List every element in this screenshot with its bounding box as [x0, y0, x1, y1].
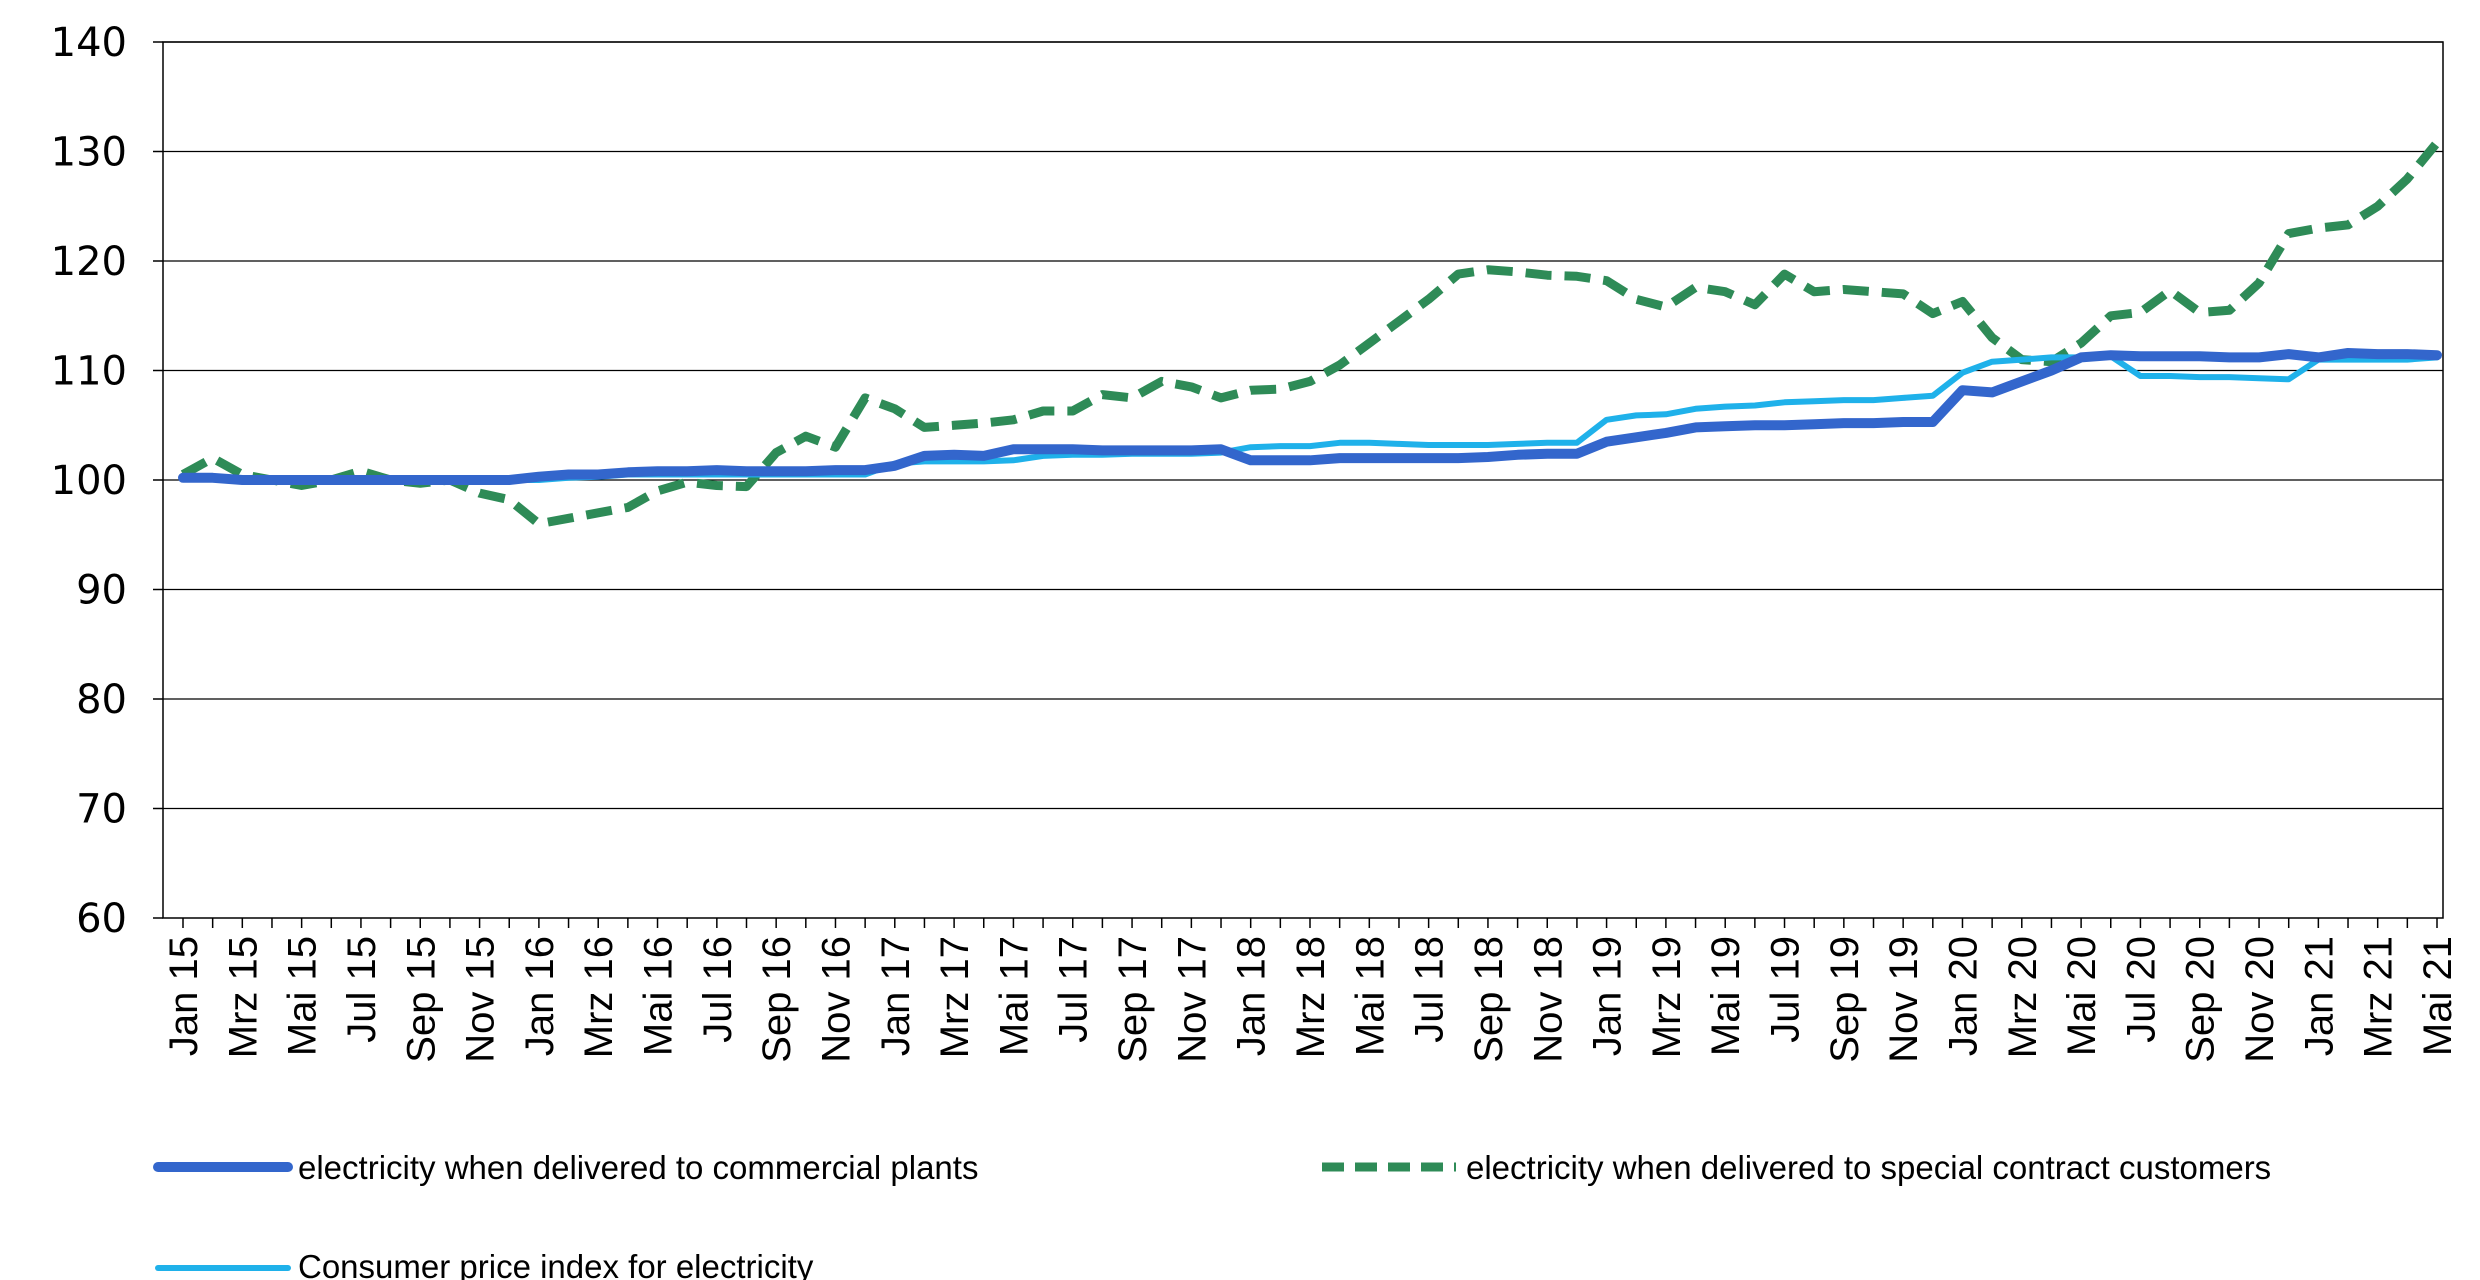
x-tick-label: Sep 17	[1111, 936, 1155, 1063]
x-tick-label: Jan 15	[162, 936, 206, 1056]
x-tick-label: Nov 18	[1526, 936, 1570, 1063]
x-tick-label: Mrz 15	[221, 936, 265, 1058]
x-tick-label: Jul 16	[696, 936, 740, 1043]
x-axis: Jan 15 Mrz 15 Mai 15 Jul 15 Sep 15 Nov 15 Jan …	[162, 918, 2460, 1063]
x-tick-label: Mrz 21	[2357, 936, 2401, 1058]
x-tick-label: Mai 18	[1348, 936, 1392, 1056]
x-tick-label: Mai 20	[2060, 936, 2104, 1056]
x-tick-label: Jan 17	[874, 936, 918, 1056]
x-tick-label: Mai 16	[637, 936, 681, 1056]
y-tick-label-90: 90	[76, 568, 127, 614]
x-tick-label: Jan 20	[1941, 936, 1985, 1056]
legend-label-commercial-plants: electricity when delivered to commercial…	[298, 1149, 978, 1186]
y-tick-label-130: 130	[51, 130, 127, 176]
x-tick-label: Jan 21	[2297, 936, 2341, 1056]
x-tick-label: Nov 16	[814, 936, 858, 1063]
x-tick-label: Sep 16	[755, 936, 799, 1063]
x-tick-label: Mai 21	[2416, 936, 2460, 1056]
x-tick-label: Sep 19	[1823, 936, 1867, 1063]
y-tick-label-80: 80	[76, 677, 127, 723]
series-line-electricity-when-delivered-to-commercial-plants	[178, 348, 2442, 485]
x-tick-label: Nov 17	[1170, 936, 1214, 1063]
x-tick-label: Mai 17	[992, 936, 1036, 1056]
x-tick-label: Mrz 19	[1645, 936, 1689, 1058]
x-tick-label: Sep 15	[399, 936, 443, 1063]
x-tick-label: Nov 19	[1882, 936, 1926, 1063]
y-axis: 60 70 80 90 100 110 120 130 140	[51, 20, 163, 942]
x-tick-label: Mrz 17	[933, 936, 977, 1058]
x-tick-label: Jul 15	[340, 936, 384, 1043]
y-tick-label-110: 110	[51, 349, 127, 395]
x-tick-label: Mrz 20	[2001, 936, 2045, 1058]
x-tick-label: Nov 20	[2238, 936, 2282, 1063]
y-tick-label-140: 140	[51, 20, 127, 66]
x-tick-label: Jul 17	[1052, 936, 1096, 1043]
x-tick-label: Jul 19	[1764, 936, 1808, 1043]
legend: electricity when delivered to commercial…	[153, 1149, 2271, 1280]
y-tick-label-100: 100	[51, 458, 127, 504]
x-tick-label: Mai 19	[1704, 936, 1748, 1056]
y-tick-label-70: 70	[76, 787, 127, 833]
y-tick-label-120: 120	[51, 239, 127, 285]
legend-label-special-contract-customers: electricity when delivered to special co…	[1466, 1149, 2271, 1186]
x-tick-label: Sep 20	[2179, 936, 2223, 1063]
x-tick-label: Jul 20	[2119, 936, 2163, 1043]
x-tick-label: Mrz 18	[1289, 936, 1333, 1058]
x-tick-label: Mrz 16	[577, 936, 621, 1058]
series-layer	[178, 139, 2442, 529]
legend-label-consumer-price-index: Consumer price index for electricity	[298, 1248, 814, 1280]
x-tick-label: Jan 19	[1586, 936, 1630, 1056]
x-tick-label: Jan 18	[1230, 936, 1274, 1056]
x-tick-label: Jul 18	[1408, 936, 1452, 1043]
x-tick-label: Sep 18	[1467, 936, 1511, 1063]
x-tick-label: Jan 16	[518, 936, 562, 1056]
x-tick-label: Nov 15	[459, 936, 503, 1063]
y-tick-label-60: 60	[76, 896, 127, 942]
x-tick-label: Mai 15	[281, 936, 325, 1056]
